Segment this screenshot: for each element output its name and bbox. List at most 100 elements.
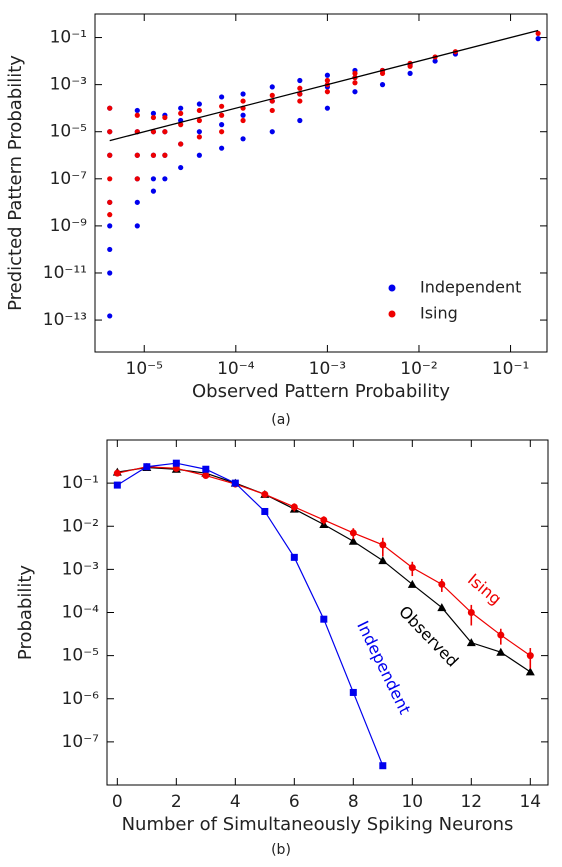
scatter-point xyxy=(150,152,157,158)
scatter-point xyxy=(107,223,113,229)
point-marker xyxy=(379,762,387,770)
x-tick-label: 10⁻² xyxy=(400,359,437,379)
scatter-point xyxy=(150,176,157,182)
point-marker xyxy=(408,564,416,572)
scatter-point xyxy=(432,58,438,64)
point-marker xyxy=(202,472,210,480)
scatter-point xyxy=(134,152,140,158)
scatter-point xyxy=(297,85,303,91)
series-line xyxy=(117,462,384,766)
scatter-point xyxy=(240,112,246,118)
series-line xyxy=(117,466,531,657)
point-marker xyxy=(525,667,535,676)
scatter-point xyxy=(219,129,225,135)
scatter-point xyxy=(107,246,113,253)
scatter-point xyxy=(196,101,202,107)
scatter-point xyxy=(352,70,358,76)
point-marker xyxy=(437,603,447,612)
x-tick-label: 8 xyxy=(348,792,359,812)
scatter-point xyxy=(107,105,113,111)
scatter-point xyxy=(297,117,303,124)
point-marker xyxy=(438,580,446,588)
scatter-point xyxy=(134,112,140,118)
y-axis-label: Predicted Pattern Probability xyxy=(5,55,26,311)
x-tick-label: 0 xyxy=(112,792,123,812)
point-marker xyxy=(261,490,269,498)
scatter-point xyxy=(240,117,246,124)
scatter-point xyxy=(107,152,113,158)
scatter-point xyxy=(196,129,202,135)
scatter-point xyxy=(134,223,140,229)
scatter-point xyxy=(324,77,330,84)
scatter-point xyxy=(162,114,168,121)
scatter-point xyxy=(219,112,225,118)
scatter-point xyxy=(196,152,202,158)
point-marker xyxy=(290,553,298,561)
y-tick-label: 10⁻³ xyxy=(62,559,99,579)
y-tick-label: 10⁻¹ xyxy=(62,473,99,493)
point-marker xyxy=(348,536,358,545)
x-tick-label: 10⁻³ xyxy=(309,359,346,379)
scatter-point xyxy=(219,122,225,128)
legend-label: Independent xyxy=(420,278,521,297)
point-marker xyxy=(466,638,476,647)
scatter-point xyxy=(150,129,157,135)
scatter-point xyxy=(219,94,225,100)
figure-caption: (a) xyxy=(271,412,291,428)
scatter-point xyxy=(240,98,246,104)
legend-marker xyxy=(388,284,396,292)
series-label: Observed xyxy=(395,602,462,671)
scatter-point xyxy=(297,77,303,84)
x-tick-label: 10⁻⁵ xyxy=(126,359,163,379)
scatter-point xyxy=(269,107,275,114)
scatter-point xyxy=(407,70,413,76)
scatter-point xyxy=(269,92,275,98)
scatter-point xyxy=(324,105,330,111)
scatter-point xyxy=(196,134,202,140)
scatter-point xyxy=(162,176,168,182)
y-tick-label: 10⁻⁹ xyxy=(50,216,88,236)
series-label: Independent xyxy=(353,618,415,717)
plot-frame xyxy=(106,439,549,786)
x-axis-label: Number of Simultaneously Spiking Neurons xyxy=(122,814,514,835)
x-tick-label: 10⁻⁴ xyxy=(217,359,255,379)
x-tick-label: 12 xyxy=(460,792,482,812)
point-marker xyxy=(261,507,269,515)
point-marker xyxy=(378,556,388,565)
point-marker xyxy=(320,516,328,524)
y-tick-label: 10⁻⁵ xyxy=(50,122,87,142)
scatter-point xyxy=(240,136,246,142)
scatter-point xyxy=(150,114,157,121)
point-marker xyxy=(143,463,151,471)
x-tick-label: 10 xyxy=(401,792,423,812)
series-line xyxy=(117,466,531,673)
point-marker xyxy=(231,479,239,487)
scatter-point xyxy=(178,141,184,147)
x-tick-label: 2 xyxy=(171,792,182,812)
scatter-point xyxy=(352,89,358,95)
y-tick-label: 10⁻¹¹ xyxy=(43,263,87,283)
point-marker xyxy=(172,459,180,467)
scatter-point xyxy=(178,164,184,171)
scatter-point xyxy=(178,105,184,111)
scatter-point xyxy=(219,103,225,109)
point-marker xyxy=(113,481,121,489)
scatter-point xyxy=(107,212,113,218)
scatter-point xyxy=(134,107,140,114)
figure-caption: (b) xyxy=(271,842,291,858)
point-marker xyxy=(290,503,298,511)
y-tick-label: 10⁻⁷ xyxy=(50,169,88,189)
y-tick-label: 10⁻⁵ xyxy=(62,646,99,666)
y-tick-label: 10⁻⁴ xyxy=(62,603,100,623)
point-marker xyxy=(407,579,417,588)
scatter-point xyxy=(297,98,303,104)
scatter-point xyxy=(535,36,541,42)
x-tick-label: 10⁻¹ xyxy=(492,359,529,379)
point-marker xyxy=(526,652,534,660)
point-marker xyxy=(202,465,210,473)
scatter-point xyxy=(107,270,113,276)
scatter-point xyxy=(162,152,168,158)
point-marker xyxy=(320,615,328,623)
plot-frame xyxy=(94,13,548,353)
